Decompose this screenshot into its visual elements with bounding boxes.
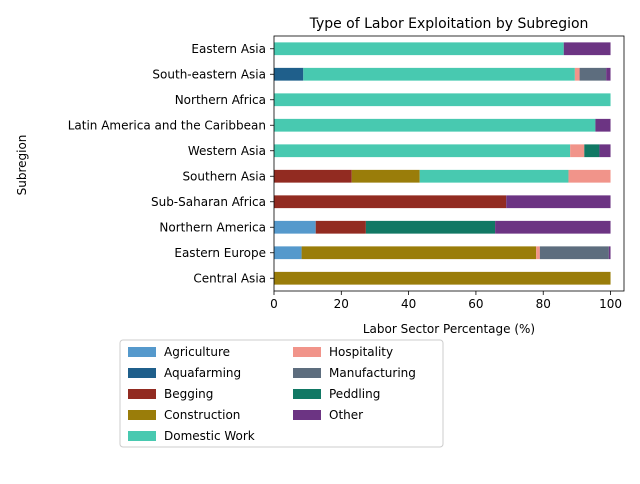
bar-segment <box>274 144 571 158</box>
legend-label: Domestic Work <box>164 429 255 443</box>
y-tick-label: Eastern Europe <box>174 246 266 260</box>
legend-swatch <box>293 368 321 378</box>
x-tick-label: 60 <box>468 297 483 311</box>
legend-label: Hospitality <box>329 345 393 359</box>
legend-swatch <box>293 347 321 357</box>
bar-segment <box>539 246 609 260</box>
legend-label: Peddling <box>329 387 380 401</box>
legend-label: Agriculture <box>164 345 230 359</box>
bar-segment <box>563 42 611 56</box>
y-tick-label: Eastern Asia <box>191 42 266 56</box>
y-tick-label: Latin America and the Caribbean <box>68 118 266 132</box>
bar-segment <box>570 144 585 158</box>
bar-segment <box>419 169 569 183</box>
bar-segment <box>606 67 611 81</box>
bar-segment <box>536 246 540 260</box>
x-tick-label: 100 <box>599 297 622 311</box>
bar-segments <box>274 42 611 285</box>
x-tick-label: 40 <box>401 297 416 311</box>
chart-title: Type of Labor Exploitation by Subregion <box>309 16 589 32</box>
plot-frame <box>273 35 625 292</box>
bar-segment <box>274 195 507 209</box>
bar-segment <box>608 246 611 260</box>
y-tick-label: Central Asia <box>193 271 266 285</box>
x-axis-label: Labor Sector Percentage (%) <box>363 322 535 336</box>
legend-label: Construction <box>164 408 240 422</box>
y-tick-label: Northern Africa <box>175 93 266 107</box>
bar-segment <box>274 246 302 260</box>
y-tick-label: South-eastern Asia <box>152 67 266 81</box>
y-tick-label: Northern America <box>159 220 266 234</box>
bar-segment <box>595 118 611 132</box>
legend-swatch <box>128 389 156 399</box>
legend-label: Begging <box>164 387 213 401</box>
bar-segment <box>274 67 304 81</box>
legend-swatch <box>128 347 156 357</box>
legend-box <box>119 339 444 448</box>
bar-segment <box>599 144 611 158</box>
bar-segment <box>274 220 316 234</box>
legend-swatch <box>128 410 156 420</box>
bar-segment <box>579 67 607 81</box>
bar-segment <box>274 93 611 107</box>
y-tick-label: Sub-Saharan Africa <box>151 195 266 209</box>
bar-segment <box>303 67 575 81</box>
y-axis-label: Subregion <box>15 135 29 196</box>
x-tick-label: 0 <box>270 297 278 311</box>
legend-swatch <box>293 389 321 399</box>
bar-segment <box>495 220 611 234</box>
legend-swatch <box>293 410 321 420</box>
legend-swatch <box>128 431 156 441</box>
bar-segment <box>274 271 611 285</box>
legend: Agriculture Aquafarming Begging Constructio… <box>119 339 444 448</box>
bar-segment <box>574 67 580 81</box>
legend-label: Aquafarming <box>164 366 241 380</box>
axes: 0 20 40 60 80 100 Central Asia Eastern Europe No… <box>68 35 625 311</box>
y-tick-label: Western Asia <box>188 144 266 158</box>
bar-segment <box>351 169 420 183</box>
bar-segment <box>315 220 366 234</box>
legend-swatch <box>128 368 156 378</box>
bar-segment <box>568 169 611 183</box>
x-tick-label: 80 <box>536 297 551 311</box>
x-tick-label: 20 <box>334 297 349 311</box>
y-tick-label: Southern Asia <box>182 169 266 183</box>
bar-segment <box>301 246 537 260</box>
bar-segment <box>584 144 600 158</box>
legend-label: Other <box>329 408 363 422</box>
bar-segment <box>506 195 611 209</box>
bar-segment <box>274 42 564 56</box>
bar-segment <box>274 169 352 183</box>
bar-segment <box>274 118 596 132</box>
bar-segment <box>365 220 496 234</box>
legend-label: Manufacturing <box>329 366 416 380</box>
